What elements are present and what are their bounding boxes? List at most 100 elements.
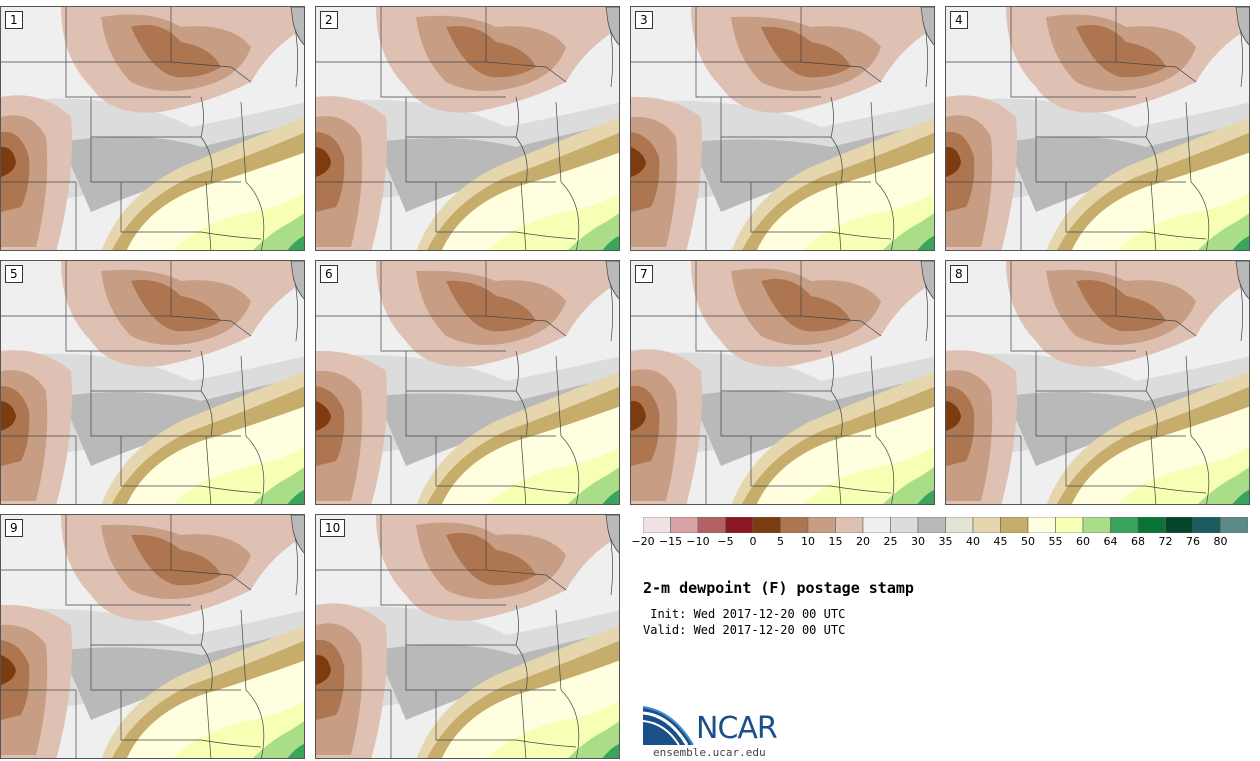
state-border <box>1185 355 1192 437</box>
state-border <box>1145 350 1158 437</box>
state-border <box>555 355 562 437</box>
state-border <box>245 435 265 504</box>
colorbar-swatch <box>972 517 1001 533</box>
dewpoint-map <box>631 7 934 250</box>
state-border <box>240 609 247 691</box>
contour-60 <box>1198 213 1249 250</box>
state-border <box>380 316 506 352</box>
colorbar-tick-label: 20 <box>856 535 870 548</box>
contour-64 <box>1232 489 1249 504</box>
postage-stamp-map: 8 <box>945 260 1250 505</box>
state-border <box>555 609 562 691</box>
member-number: 7 <box>635 265 653 283</box>
state-border <box>835 181 842 250</box>
init-time: Init: Wed 2017-12-20 00 UTC <box>643 607 846 621</box>
colorbar-labels: −20 −15 −10 −5 0 5 10 15 20 25 30 35 40 45 50 55 60 64 68 7… <box>630 535 1260 551</box>
colorbar-tick-label: 40 <box>966 535 980 548</box>
state-border <box>1190 181 1210 250</box>
state-border <box>870 355 877 437</box>
postage-stamp-map: 2 <box>315 6 620 251</box>
colorbar <box>643 517 1248 533</box>
contour-64 <box>917 235 934 250</box>
state-border <box>720 97 871 183</box>
state-border <box>1035 97 1186 183</box>
contour-60 <box>253 213 304 250</box>
contour-5-west <box>1 146 16 177</box>
state-border <box>485 315 567 337</box>
state-border <box>90 351 241 437</box>
state-border <box>380 62 506 98</box>
dewpoint-map <box>1 515 304 758</box>
colorbar-tick-label: 68 <box>1131 535 1145 548</box>
contour-10 <box>761 26 851 78</box>
dewpoint-map <box>316 515 619 758</box>
state-border <box>830 350 843 437</box>
postage-stamp-map: 10 <box>315 514 620 759</box>
lake-shape <box>605 7 619 46</box>
member-number: 8 <box>950 265 968 283</box>
state-border <box>405 97 556 183</box>
colorbar-tick-label: −20 <box>631 535 655 548</box>
contour-60 <box>883 213 934 250</box>
contour-60 <box>253 721 304 758</box>
postage-stamp-map: 1 <box>0 6 305 251</box>
state-border <box>405 605 556 691</box>
contour-5-west <box>631 147 646 177</box>
colorbar-tick-label: −5 <box>717 535 734 548</box>
contour-60 <box>1198 467 1249 504</box>
state-border <box>830 96 843 183</box>
colorbar-tick-label: 15 <box>828 535 843 548</box>
colorbar-swatch <box>945 517 974 533</box>
state-border <box>875 181 895 250</box>
contour-64 <box>917 489 934 504</box>
state-border <box>240 355 247 437</box>
state-border <box>1190 435 1210 504</box>
colorbar-swatch <box>1220 517 1248 533</box>
contour-64 <box>602 743 619 758</box>
contour-60 <box>568 467 619 504</box>
state-border <box>65 570 191 606</box>
dewpoint-map <box>316 261 619 504</box>
state-border <box>65 62 191 98</box>
colorbar-swatch <box>1082 517 1111 533</box>
state-border <box>1010 261 1117 317</box>
state-border <box>380 261 487 317</box>
state-border <box>800 315 882 337</box>
contour-5-west <box>946 401 961 431</box>
state-border <box>1150 435 1157 504</box>
state-border <box>520 181 527 250</box>
colorbar-swatch <box>752 517 781 533</box>
state-border <box>870 101 877 183</box>
lake-shape <box>1235 261 1249 300</box>
dewpoint-map <box>631 261 934 504</box>
contour-5-west <box>316 147 331 177</box>
member-number: 2 <box>320 11 338 29</box>
ncar-wordmark: NCAR <box>696 711 778 746</box>
colorbar-tick-label: 35 <box>938 535 953 548</box>
colorbar-swatch <box>1000 517 1029 533</box>
state-border <box>560 435 580 504</box>
colorbar-swatch <box>725 517 754 533</box>
dewpoint-map <box>946 261 1249 504</box>
state-border <box>1010 62 1136 98</box>
state-border <box>170 61 252 83</box>
state-border <box>750 436 892 494</box>
state-border <box>520 435 527 504</box>
contour-64 <box>287 743 304 758</box>
colorbar-swatch <box>1110 517 1139 533</box>
state-border <box>120 436 262 494</box>
state-border <box>200 96 213 183</box>
member-number: 3 <box>635 11 653 29</box>
state-border <box>1065 182 1207 240</box>
lake-shape <box>605 261 619 300</box>
state-border <box>720 351 871 437</box>
state-border <box>1035 351 1186 437</box>
colorbar-swatch <box>835 517 864 533</box>
state-border <box>1115 61 1197 83</box>
state-border <box>515 96 528 183</box>
state-border <box>205 181 212 250</box>
lake-shape <box>290 7 304 46</box>
contour-60 <box>883 467 934 504</box>
postage-stamp-map: 6 <box>315 260 620 505</box>
lake-shape <box>605 515 619 554</box>
